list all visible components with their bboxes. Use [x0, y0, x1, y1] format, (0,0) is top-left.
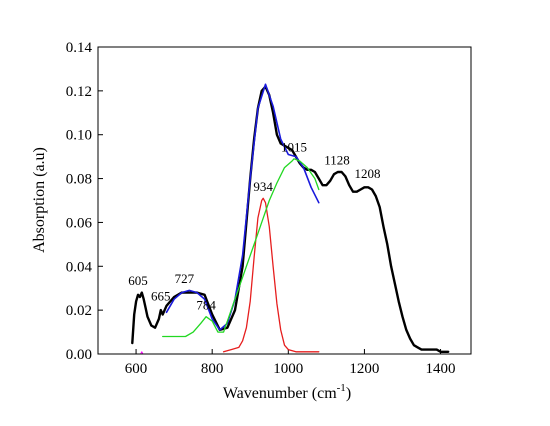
peak-label-665: 665 [151, 289, 171, 304]
peak-label-1015: 1015 [281, 139, 307, 154]
peak-label-1128: 1128 [324, 153, 350, 168]
y-axis-title: Absorption (a.u) [31, 147, 48, 253]
axis-ticks: 600 800 1000 1200 1400 0.00 0.02 0.04 0.06 0.08 0.… [66, 40, 456, 377]
x-tick-label: 1000 [273, 361, 303, 377]
x-tick-label: 1400 [426, 361, 456, 377]
series-line-2 [222, 197, 320, 353]
y-tick-label: 0.12 [66, 84, 92, 100]
series-line-0 [131, 85, 450, 353]
peak-label-605: 605 [128, 273, 148, 288]
x-tick-label: 800 [201, 361, 224, 377]
peak-label-934: 934 [253, 179, 273, 194]
y-tick-label: 0.14 [66, 40, 93, 56]
y-tick-label: 0.00 [66, 347, 92, 363]
x-axis-title: Wavenumber (cm-1) [223, 382, 351, 402]
x-tick-label: 1200 [349, 361, 379, 377]
series-line-3 [162, 158, 320, 338]
peak-label-727: 727 [175, 271, 195, 286]
y-tick-label: 0.04 [66, 259, 93, 275]
peak-label-1208: 1208 [354, 166, 380, 181]
series-line-4 [140, 351, 144, 355]
plot-frame [97, 46, 472, 355]
y-tick-label: 0.02 [66, 303, 92, 319]
series-line-1 [165, 83, 320, 331]
spectrum-series [131, 83, 450, 355]
peak-label-784: 784 [196, 297, 216, 312]
y-tick-label: 0.06 [66, 215, 93, 231]
y-tick-label: 0.10 [66, 128, 92, 144]
y-tick-label: 0.08 [66, 172, 92, 188]
x-tick-label: 600 [125, 361, 148, 377]
